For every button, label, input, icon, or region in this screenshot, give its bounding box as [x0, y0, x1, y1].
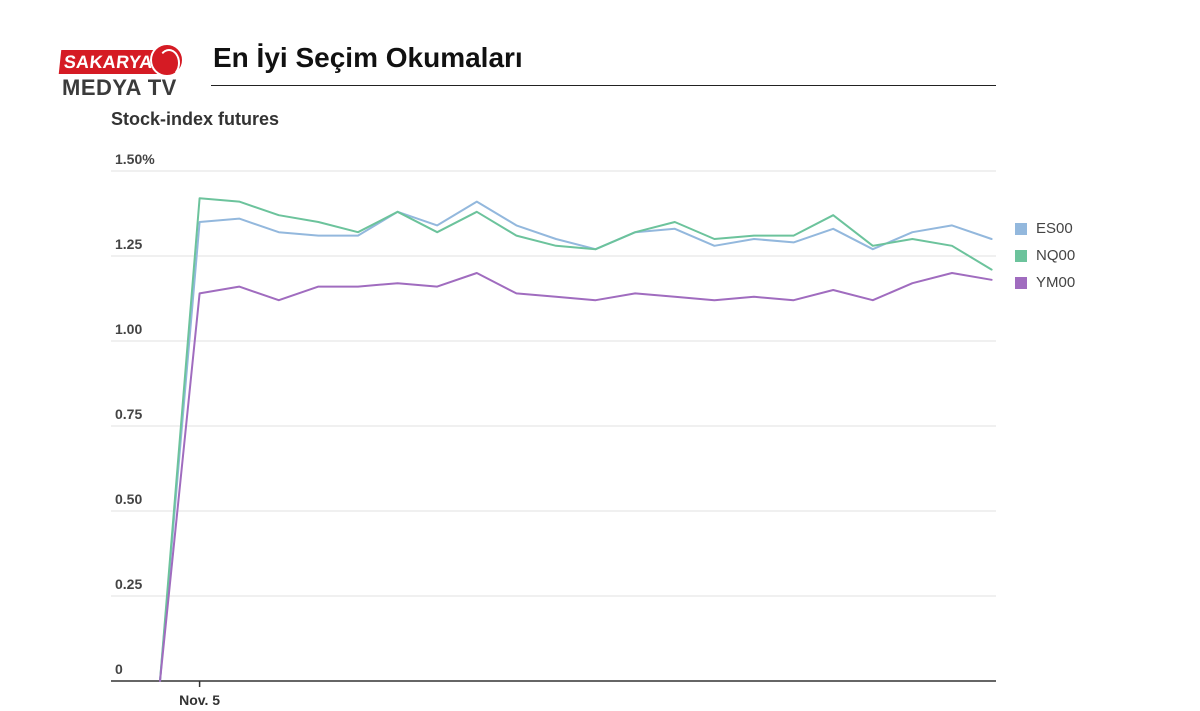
series-line-es00 [159, 200, 993, 682]
legend-item-nq00: NQ00 [1015, 242, 1075, 269]
series-line-nq00 [159, 197, 993, 682]
y-tick-label: 1.00 [115, 321, 142, 337]
title-divider [211, 85, 996, 86]
sakarya-medya-logo: SAKARYA MEDYA TV [58, 42, 188, 104]
legend-swatch [1015, 222, 1027, 235]
legend-label: YM00 [1036, 274, 1076, 291]
y-tick-label: 1.25 [115, 236, 142, 252]
y-tick-label: 0 [115, 661, 123, 677]
legend-swatch [1015, 249, 1027, 262]
page-title: En İyi Seçim Okumaları [213, 42, 523, 73]
legend-label: NQ00 [1036, 247, 1076, 264]
chart-legend: ES00 NQ00 YM00 [1015, 215, 1075, 296]
globe-icon [150, 43, 184, 77]
logo-bottom-text: MEDYA TV [62, 75, 177, 100]
legend-swatch [1015, 276, 1027, 289]
y-tick-label: 0.75 [115, 406, 142, 422]
y-tick-label: 0.50 [115, 491, 142, 507]
y-tick-label: 0.25 [115, 576, 142, 592]
legend-item-ym00: YM00 [1015, 269, 1075, 296]
y-tick-label: 1.50% [115, 151, 155, 167]
x-tick-label: Nov. 5 [179, 692, 220, 708]
legend-item-es00: ES00 [1015, 215, 1075, 242]
series-line-ym00 [159, 272, 993, 682]
legend-label: ES00 [1036, 220, 1073, 237]
chart-title: Stock-index futures [111, 109, 280, 129]
